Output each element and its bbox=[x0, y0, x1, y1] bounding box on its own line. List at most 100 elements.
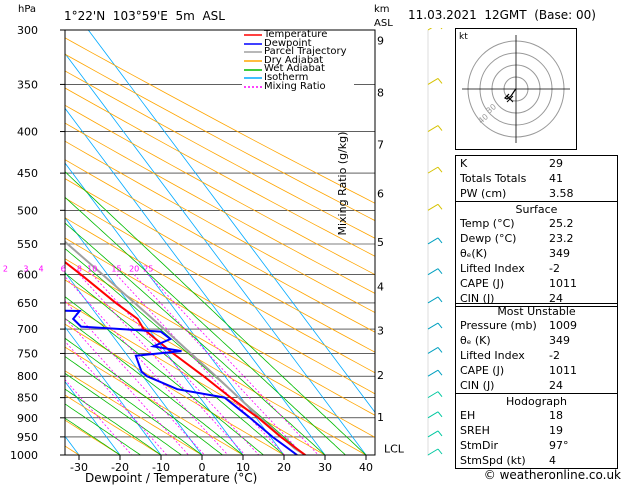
surface-label: θₑ(K) bbox=[460, 247, 488, 260]
altitude-tick-label: 5 bbox=[377, 236, 384, 249]
pressure-tick-label: 950 bbox=[17, 431, 38, 444]
pressure-tick-label: 900 bbox=[17, 412, 38, 425]
wind-barb bbox=[427, 322, 443, 330]
mixing-ratio-label: 3 bbox=[23, 265, 28, 274]
hodo-label: StmSpd (kt) bbox=[460, 454, 526, 467]
pressure-tick-label: 400 bbox=[17, 126, 38, 139]
mu-value: 1009 bbox=[549, 319, 577, 332]
pressure-tick-label: 600 bbox=[17, 269, 38, 282]
mu-value: -2 bbox=[549, 349, 560, 362]
legend-label: Wet Adiabat bbox=[264, 63, 325, 75]
surface-table: Surface Temp (°C) 25.2 Dewp (°C) 23.2 θₑ(K) 3… bbox=[455, 201, 618, 307]
pressure-tick-label: 450 bbox=[17, 167, 38, 180]
isotherm-line bbox=[65, 217, 244, 455]
surface-label: Dewp (°C) bbox=[460, 232, 517, 245]
legend-label: Temperature bbox=[264, 29, 328, 40]
most-unstable-title: Most Unstable bbox=[497, 305, 576, 318]
legend-label: Dry Adiabat bbox=[264, 54, 324, 66]
temperature-tick-label: -30 bbox=[70, 461, 88, 474]
legend-entry: Isotherm bbox=[242, 71, 354, 83]
indices-table: K 29 Totals Totals 41 PW (cm) 3.58 bbox=[455, 155, 618, 202]
wind-barb bbox=[427, 347, 443, 354]
surface-label: Temp (°C) bbox=[460, 217, 515, 230]
mixing-ratio-label: 2 bbox=[3, 265, 8, 274]
mu-label: CAPE (J) bbox=[460, 364, 505, 377]
pressure-tick-label: 550 bbox=[17, 238, 38, 251]
pressure-tick-label: 650 bbox=[17, 297, 38, 310]
mu-label: CIN (J) bbox=[460, 379, 495, 392]
mixing-ratio-label: 25 bbox=[143, 265, 153, 274]
mixing-ratio-line bbox=[65, 340, 168, 455]
pressure-tick-label: 800 bbox=[17, 370, 38, 383]
wind-barb bbox=[427, 296, 443, 304]
hodo-label: StmDir bbox=[460, 439, 499, 452]
wind-barb bbox=[427, 237, 443, 245]
legend-label: Parcel Trajectory bbox=[264, 46, 347, 58]
altitude-tick-label: LCL bbox=[384, 443, 405, 456]
mu-row: Pressure (mb) 1009 bbox=[456, 318, 617, 333]
mu-row: Lifted Index -2 bbox=[456, 348, 617, 363]
temperature-tick-label: 30 bbox=[318, 461, 332, 474]
station-location: 1°22'N 103°59'E 5m ASL bbox=[64, 9, 225, 23]
wind-barb bbox=[427, 77, 443, 85]
dry-adiabat bbox=[65, 104, 375, 276]
hodo-label: EH bbox=[460, 409, 476, 422]
parcel-trajectory bbox=[65, 240, 306, 455]
altitude-tick-label: 4 bbox=[377, 280, 384, 293]
isotherm-line bbox=[65, 107, 326, 455]
wind-barb bbox=[427, 391, 443, 399]
index-row-k: K 29 bbox=[460, 157, 563, 170]
legend-entry: Wet Adiabat bbox=[242, 63, 354, 75]
dry-adiabat bbox=[65, 122, 375, 294]
altitude-tick-label: 2 bbox=[377, 369, 384, 382]
hodo-row: EH 18 bbox=[456, 408, 617, 423]
dry-adiabat bbox=[65, 159, 375, 333]
hodograph: kt 40 30 bbox=[455, 28, 577, 150]
mu-label: Lifted Index bbox=[460, 349, 525, 362]
y2-axis-title: Mixing Ratio (g/kg) bbox=[336, 131, 350, 236]
temperature-tick-label: 0 bbox=[199, 461, 206, 474]
surface-row: CAPE (J) 1011 bbox=[456, 276, 617, 291]
index-row-tt: Totals Totals 41 bbox=[460, 172, 563, 185]
wet-adiabat bbox=[65, 248, 305, 455]
wind-barb bbox=[427, 28, 443, 31]
surface-label: CAPE (J) bbox=[460, 277, 505, 290]
mu-label: Pressure (mb) bbox=[460, 319, 537, 332]
mu-label: θₑ (K) bbox=[460, 334, 491, 347]
dry-adiabat bbox=[65, 258, 375, 438]
wet-adiabat bbox=[65, 356, 203, 455]
wind-barb bbox=[427, 268, 443, 276]
surface-label: CIN (J) bbox=[460, 292, 495, 305]
legend-entry: Temperature bbox=[242, 29, 354, 40]
pressure-tick-label: 300 bbox=[17, 24, 38, 37]
mixing-ratio-line bbox=[116, 274, 285, 455]
pressure-tick-label: 350 bbox=[17, 78, 38, 91]
mu-value: 1011 bbox=[549, 364, 577, 377]
legend-entry: Dry Adiabat bbox=[242, 54, 354, 66]
dry-adiabat bbox=[65, 237, 375, 416]
hodo-value: 18 bbox=[549, 409, 563, 422]
mixing-ratio-label: 6 bbox=[61, 265, 66, 274]
surface-row: θₑ(K) 349 bbox=[456, 246, 617, 261]
surface-row: Dewp (°C) 23.2 bbox=[456, 231, 617, 246]
hodo-label: SREH bbox=[460, 424, 490, 437]
legend-label: Isotherm bbox=[264, 71, 309, 83]
dry-adiabat bbox=[65, 217, 375, 395]
temperature-tick-label: 20 bbox=[277, 461, 291, 474]
temperature-tick-label: 40 bbox=[359, 461, 373, 474]
surface-title: Surface bbox=[515, 203, 558, 216]
isotherm-line bbox=[65, 162, 285, 455]
mixing-ratio-line bbox=[92, 274, 260, 455]
mixing-ratio-label: 8 bbox=[77, 265, 82, 274]
isotherm-line bbox=[65, 271, 203, 455]
surface-value: -2 bbox=[549, 262, 560, 275]
isotherm-line bbox=[65, 52, 367, 455]
altitude-tick-label: 3 bbox=[377, 325, 384, 338]
hodo-row: StmSpd (kt) 4 bbox=[456, 453, 617, 468]
hodo-unit: kt bbox=[459, 32, 468, 42]
wind-barb bbox=[427, 448, 443, 456]
km-label: km bbox=[374, 4, 390, 15]
wet-adiabat bbox=[65, 171, 367, 455]
pressure-tick-label: 700 bbox=[17, 323, 38, 336]
